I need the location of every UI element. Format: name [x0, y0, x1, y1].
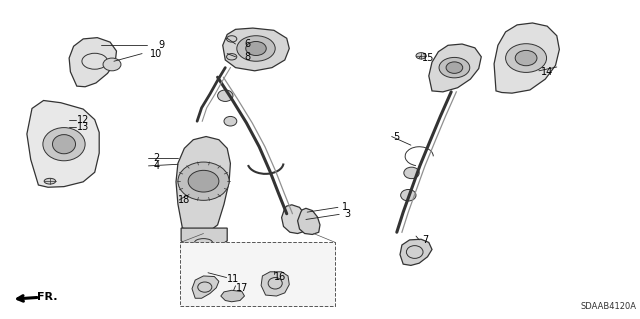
Ellipse shape: [515, 50, 537, 66]
Ellipse shape: [188, 170, 219, 192]
Text: 9: 9: [159, 40, 165, 50]
Ellipse shape: [237, 36, 275, 61]
Polygon shape: [69, 38, 116, 87]
Text: 18: 18: [178, 195, 190, 205]
Text: 5: 5: [394, 132, 400, 142]
Text: 16: 16: [274, 271, 286, 282]
Text: 4: 4: [154, 161, 160, 171]
Text: 10: 10: [150, 48, 163, 59]
Ellipse shape: [227, 36, 237, 42]
Text: 11: 11: [227, 274, 239, 285]
Polygon shape: [223, 28, 289, 71]
Ellipse shape: [246, 41, 266, 56]
FancyBboxPatch shape: [180, 242, 335, 306]
Text: 3: 3: [344, 209, 351, 219]
Polygon shape: [261, 272, 289, 296]
Ellipse shape: [43, 128, 85, 161]
Text: SDAAB4120A: SDAAB4120A: [581, 302, 637, 311]
Text: FR.: FR.: [37, 292, 58, 302]
Text: 15: 15: [422, 53, 435, 63]
Ellipse shape: [44, 178, 56, 184]
Polygon shape: [27, 100, 99, 187]
Text: 7: 7: [422, 235, 429, 245]
Text: 17: 17: [236, 283, 248, 293]
Text: 13: 13: [77, 122, 89, 132]
Polygon shape: [181, 228, 227, 248]
Ellipse shape: [227, 54, 237, 60]
Ellipse shape: [52, 135, 76, 154]
Polygon shape: [282, 205, 307, 234]
Text: 14: 14: [541, 67, 553, 77]
Polygon shape: [494, 23, 559, 93]
Text: 2: 2: [154, 153, 160, 163]
Polygon shape: [429, 44, 481, 92]
Text: 1: 1: [342, 202, 349, 212]
Polygon shape: [400, 239, 432, 265]
Polygon shape: [298, 208, 320, 234]
Ellipse shape: [446, 62, 463, 73]
Polygon shape: [192, 276, 219, 298]
Polygon shape: [221, 290, 244, 302]
Ellipse shape: [103, 58, 121, 71]
Ellipse shape: [404, 167, 419, 179]
Text: 8: 8: [244, 52, 251, 62]
Text: 6: 6: [244, 39, 251, 49]
Polygon shape: [176, 137, 230, 232]
Ellipse shape: [401, 189, 416, 201]
Ellipse shape: [178, 162, 229, 200]
Ellipse shape: [224, 116, 237, 126]
Ellipse shape: [439, 57, 470, 78]
Ellipse shape: [416, 53, 426, 59]
Ellipse shape: [506, 44, 547, 72]
Text: 12: 12: [77, 115, 89, 125]
Ellipse shape: [218, 90, 233, 101]
